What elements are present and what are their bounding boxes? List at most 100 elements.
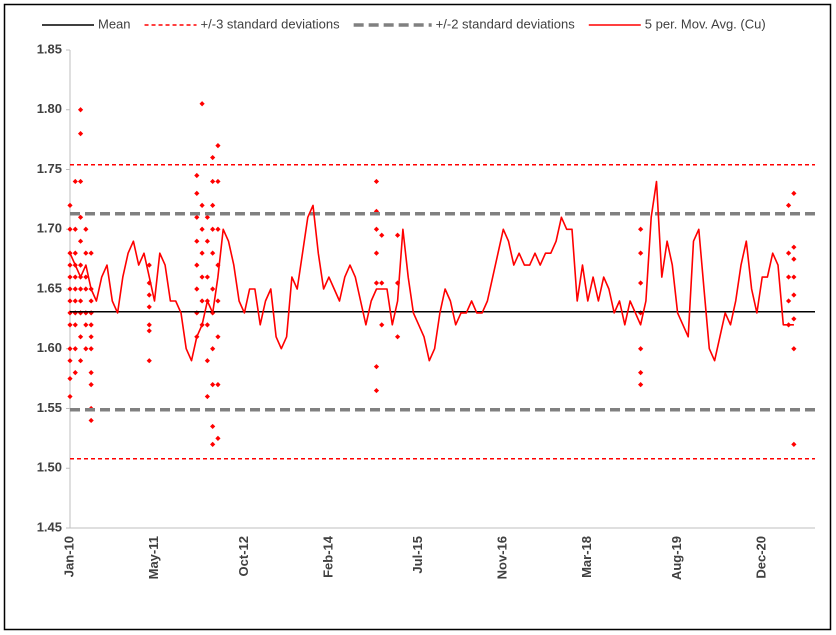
data-point [210,346,216,352]
data-point [67,358,73,364]
data-point [215,298,221,304]
data-point [379,280,385,286]
data-point [791,292,797,298]
data-point [210,382,216,388]
x-tick-label: Jan-10 [61,536,76,577]
data-point [67,298,73,304]
data-point [791,244,797,250]
data-point [77,262,84,268]
data-point [204,274,210,280]
data-point [379,232,385,238]
legend: Mean +/-3 standard deviations +/-2 standar… [42,16,766,31]
data-point [373,178,380,185]
data-point [210,441,216,447]
data-point [72,298,78,304]
data-point [210,154,216,161]
data-point [791,441,797,447]
x-tick-label: Oct-12 [236,536,251,576]
data-point [83,274,89,280]
data-point [83,250,89,256]
data-point [210,226,216,232]
legend-label: +/-2 standard deviations [436,16,576,31]
y-tick-label: 1.75 [37,161,62,176]
data-point [199,101,205,107]
data-point [638,346,644,352]
data-point [146,292,152,298]
data-point [72,286,78,292]
data-point [83,346,89,352]
y-tick-label: 1.55 [37,400,62,415]
data-point [72,310,78,316]
data-point [83,226,89,232]
data-point [67,393,73,400]
data-point [204,393,210,400]
data-point [77,214,84,220]
data-point [146,322,152,328]
data-point [77,286,84,292]
y-tick-label: 1.70 [37,221,62,236]
data-point [88,382,94,388]
data-point [67,274,73,280]
y-tick-label: 1.50 [37,460,62,475]
data-point [791,316,797,322]
data-point [791,190,797,196]
data-point [194,190,200,196]
data-point [210,423,216,430]
data-point [638,250,644,256]
data-point [77,334,84,340]
data-point [791,346,797,352]
data-point [638,382,644,388]
data-point [394,280,401,286]
data-point [204,358,210,364]
chart-frame [3,3,832,631]
y-tick-label: 1.60 [37,340,62,355]
data-point [394,232,401,238]
data-point [88,322,94,328]
data-point [146,262,152,268]
data-point [785,250,792,256]
data-point [194,238,200,244]
data-point [72,346,78,352]
data-point [72,322,78,328]
data-point [373,280,380,286]
x-tick-label: Feb-14 [320,535,335,578]
x-tick-label: Jul-15 [410,536,425,574]
data-point [373,387,380,394]
data-point [67,310,73,316]
data-point [638,226,644,232]
data-point [77,131,84,137]
data-point [77,310,84,316]
data-point [199,298,205,304]
data-point [77,298,84,304]
data-point [67,262,73,268]
data-point [215,226,221,232]
x-tick-label: Aug-19 [669,536,684,580]
y-tick-label: 1.80 [37,101,62,116]
data-point [638,370,644,376]
data-point [791,256,797,262]
data-point [785,202,792,208]
moving-average-line [69,180,794,362]
y-tick-label: 1.85 [37,41,62,56]
data-point [204,322,210,328]
data-point [88,310,94,316]
data-point [199,202,205,208]
data-point [210,250,216,256]
data-point [146,304,152,310]
data-point [215,178,221,185]
data-point [72,370,78,376]
data-point [638,280,644,286]
data-point [83,322,89,328]
data-point [88,346,94,352]
data-point [215,435,221,441]
data-point [67,226,73,232]
data-point [88,250,94,256]
data-point [204,238,210,244]
data-point [67,322,73,328]
data-point [194,310,200,316]
data-point [146,328,152,334]
data-point [77,178,84,185]
data-point [194,172,200,179]
data-point [199,250,205,256]
